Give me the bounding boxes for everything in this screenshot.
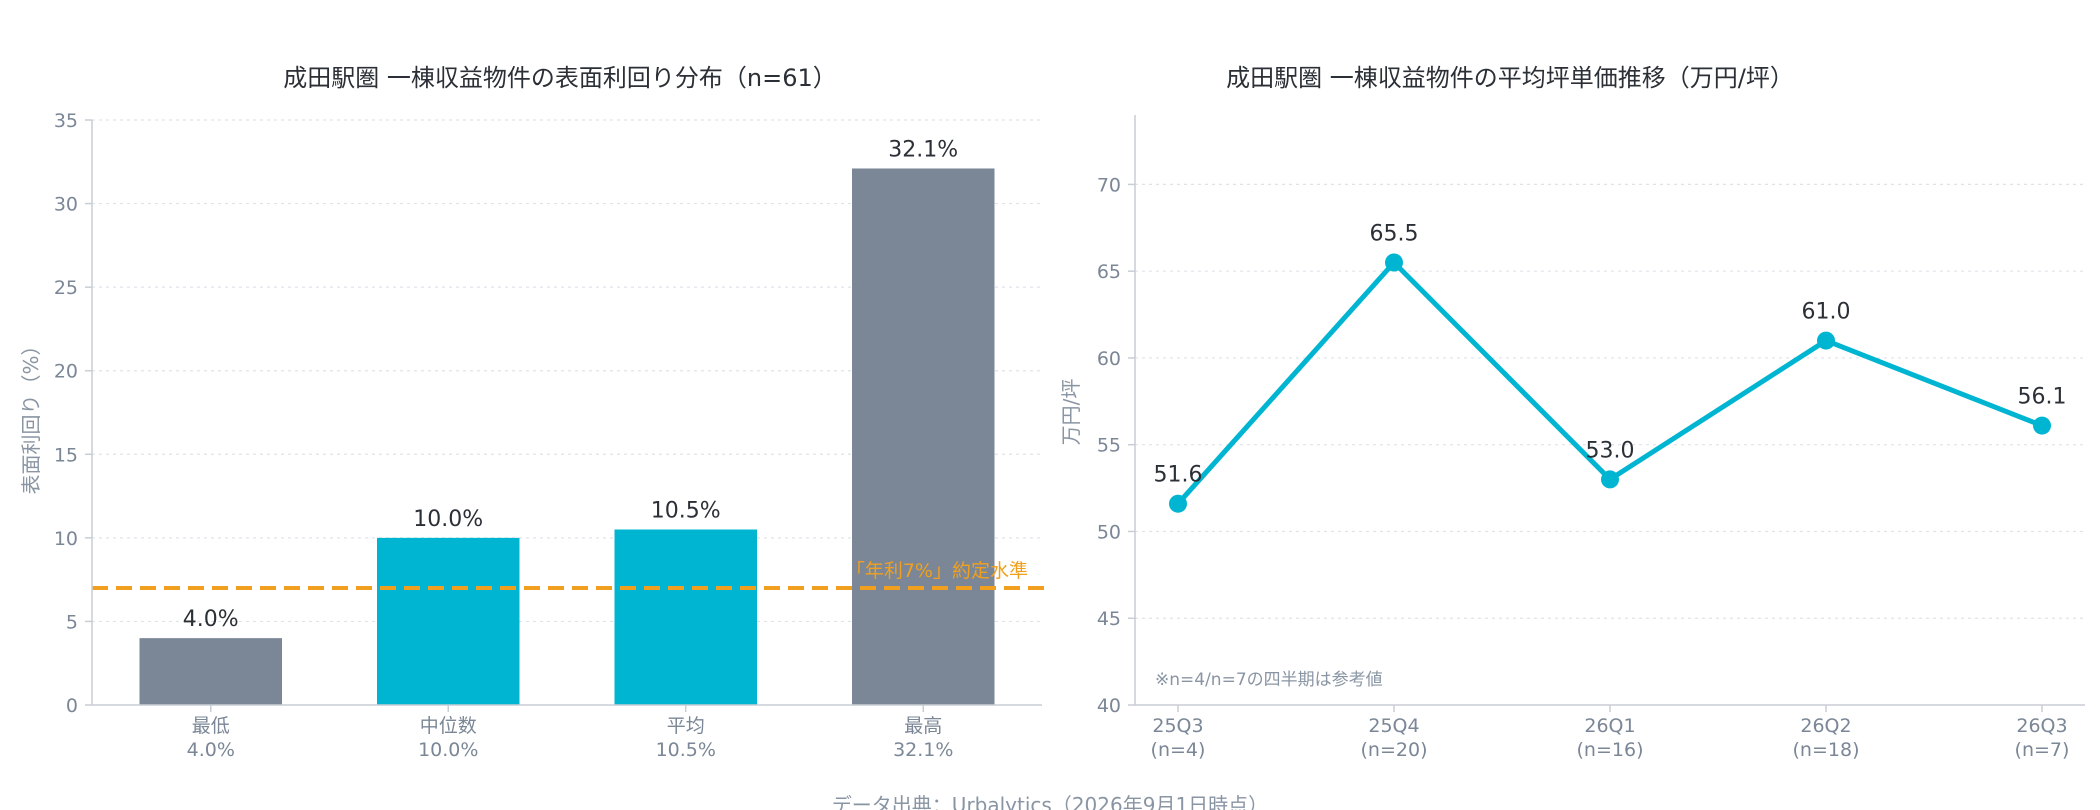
x-category-sublabel: (n=7) [2015,739,2070,761]
yield-chart-bars: 4.0% 10.0% 10.5% 32.1% [139,137,995,705]
bar-value-label: 10.0% [413,507,483,532]
x-category-label: 中位数 [420,715,477,737]
price-chart-grid [1135,183,2085,619]
yield-chart-ylabel: 表面利回り（%） [19,335,43,494]
bar-value-label: 10.5% [651,499,721,524]
y-tick-label: 30 [54,194,78,216]
point-value-label: 65.5 [1370,222,1419,247]
y-tick-label: 25 [54,277,78,299]
y-tick-label: 60 [1097,348,1121,370]
x-category-sublabel: (n=4) [1151,739,1206,761]
x-category-label: 26Q2 [1800,715,1851,737]
x-category-label: 26Q3 [2016,715,2067,737]
x-category-label: 25Q3 [1152,715,1203,737]
price-chart-axes: 4045505560657025Q3(n=4)25Q4(n=20)26Q1(n=… [1097,115,2085,761]
y-tick-label: 10 [54,528,78,550]
bar [139,638,282,705]
bar [852,168,995,705]
x-category-sublabel: 10.0% [418,739,478,761]
y-tick-label: 45 [1097,608,1121,630]
data-point [1169,494,1187,513]
data-point [2033,416,2051,435]
y-tick-label: 5 [66,611,78,633]
x-category-label: 最低 [192,715,230,737]
y-tick-label: 15 [54,444,78,466]
yield-chart-axes: 05101520253035最低4.0%中位数10.0%平均10.5%最高32.… [54,110,1042,761]
data-point [1601,470,1619,489]
data-point [1385,253,1403,272]
y-tick-label: 70 [1097,174,1121,196]
price-chart-series: 51.6 65.5 53.0 61.0 56.1 [1154,222,2067,513]
bar [614,529,757,705]
price-chart-note: ※n=4/n=7の四半期は参考値 [1155,670,1383,690]
x-category-label: 26Q1 [1584,715,1635,737]
bar-value-label: 32.1% [888,137,958,162]
point-value-label: 53.0 [1586,438,1635,463]
data-source: データ出典：Urbalytics（2026年9月1日時点） [832,793,1268,810]
x-category-sublabel: 32.1% [893,739,953,761]
y-tick-label: 40 [1097,695,1121,717]
x-category-sublabel: 4.0% [187,739,235,761]
y-tick-label: 35 [54,110,78,132]
data-point [1817,331,1835,350]
x-category-label: 平均 [667,715,705,737]
reference-line-label: 「年利7%」約定水準 [846,560,1028,582]
price-chart-ylabel: 万円/坪 [1059,379,1083,446]
yield-chart-title: 成田駅圏 一棟収益物件の表面利回り分布（n=61） [283,64,837,92]
bar-value-label: 4.0% [183,607,239,632]
y-tick-label: 50 [1097,521,1121,543]
price-trend-chart: 成田駅圏 一棟収益物件の平均坪単価推移（万円/坪） 万円/坪 51.665.55… [1059,64,2085,761]
x-category-sublabel: (n=20) [1361,739,1428,761]
y-tick-label: 65 [1097,261,1121,283]
x-category-label: 最高 [904,715,942,737]
x-category-sublabel: 10.5% [656,739,716,761]
bar [377,537,520,705]
point-value-label: 61.0 [1802,300,1851,325]
point-value-label: 51.6 [1154,463,1203,488]
y-tick-label: 0 [66,695,78,717]
y-tick-label: 55 [1097,435,1121,457]
x-category-label: 25Q4 [1368,715,1419,737]
x-category-sublabel: (n=16) [1577,739,1644,761]
yield-distribution-chart: 成田駅圏 一棟収益物件の表面利回り分布（n=61） 表面利回り（%） 4.0% 1… [19,64,1044,761]
point-value-label: 56.1 [2018,385,2067,410]
price-chart-title: 成田駅圏 一棟収益物件の平均坪単価推移（万円/坪） [1226,64,1794,92]
x-category-sublabel: (n=18) [1793,739,1860,761]
y-tick-label: 20 [54,361,78,383]
yield-reference-line: 「年利7%」約定水準 [92,560,1044,590]
series-line [1176,260,2043,506]
